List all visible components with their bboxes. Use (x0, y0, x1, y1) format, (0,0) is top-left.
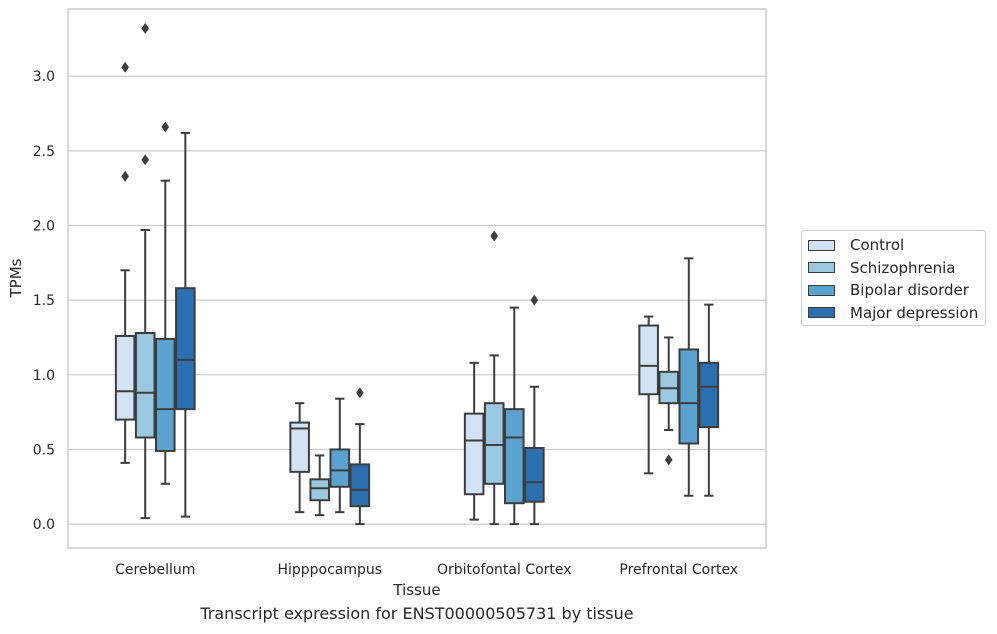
box-bipolar-disorder (678, 257, 700, 497)
legend-swatch (808, 307, 835, 318)
box-schizophrenia (309, 454, 330, 517)
x-axis-label: Tissue (392, 581, 440, 599)
iqr-box (329, 448, 351, 488)
outlier-point (664, 454, 673, 466)
iqr-box (678, 348, 700, 445)
outlier-point (141, 22, 150, 34)
box-major-depression (349, 387, 371, 526)
chart-caption: Transcript expression for ENST0000050573… (200, 604, 634, 623)
gridlines (68, 75, 766, 525)
box-bipolar-disorder (504, 306, 525, 526)
legend-label: Control (850, 236, 905, 254)
legend-swatch (808, 262, 835, 273)
box-control (289, 402, 310, 514)
iqr-box (483, 402, 505, 485)
box-major-depression (175, 131, 196, 518)
iqr-box (175, 287, 196, 411)
y-tick-label: 2.0 (33, 218, 55, 234)
iqr-box (349, 463, 371, 508)
legend-swatch (808, 284, 835, 296)
box-schizophrenia (483, 230, 505, 526)
x-tick-label: Cerebellum (115, 562, 195, 578)
iqr-box (114, 334, 136, 421)
outlier-point (530, 294, 539, 306)
box-bipolar-disorder (329, 397, 351, 514)
boxes (114, 22, 720, 526)
x-tick-labels: Cerebellum Hipppocampus Orbitofontal Corte… (115, 562, 738, 578)
box-schizophrenia (134, 22, 156, 520)
x-tick-label: Hipppocampus (277, 562, 382, 578)
legend-item: Control (808, 235, 904, 255)
legend-item: Bipolar disorder (808, 280, 969, 300)
y-tick-label: 0.5 (33, 442, 55, 458)
legend: Control Schizophrenia Bipolar disorder Majo… (801, 230, 986, 326)
outlier-point (356, 387, 364, 399)
iqr-box (463, 412, 485, 496)
y-tick-label: 2.5 (33, 144, 55, 160)
iqr-box (524, 446, 545, 503)
y-tick-labels: 0.0 0.5 1.0 1.5 2.0 2.5 3.0 (33, 69, 55, 533)
y-tick-label: 1.0 (33, 368, 55, 384)
legend-swatch (808, 239, 835, 251)
box-major-depression (524, 294, 545, 526)
outlier-point (121, 61, 129, 73)
iqr-box (155, 337, 176, 452)
legend-label: Bipolar disorder (850, 281, 969, 299)
y-tick-label: 3.0 (33, 69, 55, 85)
legend-item: Major depression (808, 303, 978, 323)
iqr-box (134, 331, 156, 439)
iqr-box (289, 421, 310, 473)
x-tick-label: Prefrontal Cortex (619, 562, 738, 578)
box-bipolar-disorder (155, 121, 176, 485)
iqr-box (504, 408, 525, 505)
x-tick-label: Orbitofontal Cortex (437, 562, 572, 578)
box-control (463, 361, 485, 521)
y-axis-label: TPMs (7, 258, 25, 298)
y-tick-label: 0.0 (33, 517, 55, 533)
box-control (638, 315, 659, 475)
outlier-point (490, 230, 499, 242)
box-control (114, 61, 136, 464)
iqr-box (698, 361, 720, 429)
legend-label: Major depression (850, 303, 979, 322)
box-major-depression (698, 303, 720, 497)
plot-frame (67, 8, 767, 549)
iqr-box (309, 478, 330, 502)
legend-item: Schizophrenia (808, 258, 955, 278)
outlier-point (161, 121, 170, 133)
legend-label: Schizophrenia (850, 258, 956, 277)
iqr-box (638, 324, 659, 396)
box-schizophrenia (658, 336, 679, 466)
outlier-point (141, 154, 150, 166)
outlier-point (121, 170, 129, 182)
y-tick-label: 1.5 (33, 293, 55, 309)
